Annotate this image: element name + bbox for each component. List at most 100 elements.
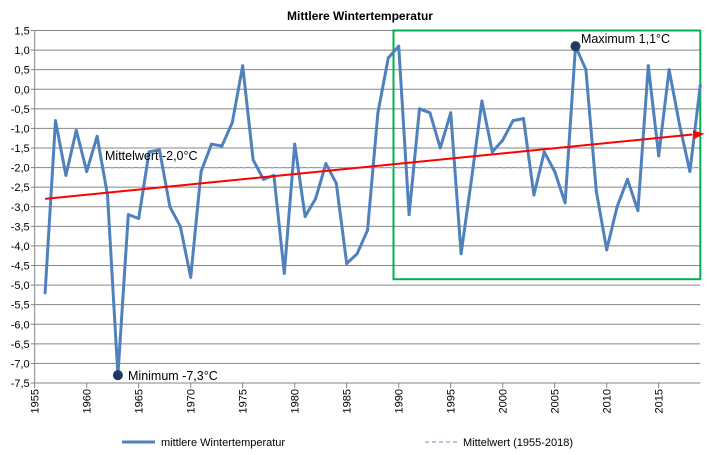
y-tick-label: -1,5 — [11, 143, 30, 155]
x-tick-label: 1985 — [342, 389, 354, 413]
data-point — [334, 181, 338, 185]
data-point — [438, 146, 442, 150]
y-tick-label: -3,0 — [11, 202, 30, 214]
trend-arrowhead — [692, 130, 705, 140]
annotations: Mittelwert -2,0°C Minimum -7,3°C Maximum… — [105, 32, 670, 383]
y-tick-label: -6,0 — [11, 319, 30, 331]
y-tick-label: -0,5 — [11, 104, 30, 116]
data-point — [698, 83, 702, 87]
data-point — [251, 158, 255, 162]
data-point — [95, 134, 99, 138]
x-tick-label: 1975 — [238, 389, 250, 413]
y-tick-label: -1,0 — [11, 123, 30, 135]
legend: mittlere Wintertemperatur Mittelwert (19… — [122, 437, 573, 449]
data-point — [303, 215, 307, 219]
gridlines — [34, 30, 701, 384]
y-tick-label: 0,0 — [14, 84, 29, 96]
trend-line-segment — [45, 133, 693, 200]
data-point — [210, 142, 213, 146]
y-tick-label: 1,0 — [14, 45, 29, 57]
data-point — [418, 107, 421, 111]
data-point — [314, 197, 317, 201]
data-point — [230, 121, 234, 125]
data-point — [376, 111, 380, 115]
data-point — [324, 162, 328, 166]
y-tick-label: 1,5 — [14, 26, 29, 38]
data-point — [563, 201, 567, 205]
data-point — [667, 68, 671, 72]
data-point — [199, 170, 203, 173]
data-point — [605, 248, 609, 252]
x-tick-label: 2000 — [498, 389, 510, 413]
x-tick-label: 2010 — [602, 389, 614, 413]
data-point — [449, 111, 453, 115]
annotation-minimum: Minimum -7,3°C — [128, 369, 218, 383]
data-point — [137, 217, 141, 220]
data-point — [553, 170, 557, 173]
data-point — [490, 150, 494, 154]
y-tick-label: -4,0 — [11, 241, 30, 253]
data-point — [147, 150, 151, 154]
data-point — [459, 252, 463, 256]
data-point — [158, 148, 161, 152]
data-point — [584, 68, 588, 72]
data-point — [657, 154, 661, 158]
x-tick-label: 1995 — [446, 389, 458, 413]
data-point — [397, 44, 401, 48]
maximum-marker — [570, 41, 581, 52]
x-tick-label: 1965 — [134, 389, 146, 413]
annotation-maximum: Maximum 1,1°C — [581, 32, 670, 46]
data-point — [54, 119, 57, 123]
x-tick-label: 1970 — [186, 389, 198, 413]
x-tick-label: 1960 — [82, 389, 94, 413]
data-point — [532, 193, 536, 197]
y-tick-label: -7,5 — [11, 378, 30, 390]
y-tick-label: -5,0 — [11, 280, 30, 292]
data-point — [43, 291, 47, 295]
highlight-box — [392, 29, 702, 281]
data-point — [688, 170, 692, 173]
chart-title: Mittlere Wintertemperatur — [287, 9, 433, 23]
data-point — [428, 111, 432, 115]
data-point — [74, 128, 78, 132]
y-tick-label: -2,0 — [11, 163, 30, 175]
data-point — [168, 205, 172, 209]
y-tick-label: -6,5 — [11, 339, 30, 351]
x-tick-label: 2015 — [654, 389, 666, 413]
y-tick-label: -3,5 — [11, 221, 30, 233]
data-point — [293, 142, 297, 146]
temperature-series — [43, 44, 702, 377]
data-point — [241, 64, 245, 68]
y-tick-label: -2,5 — [11, 182, 30, 194]
data-point — [386, 56, 390, 60]
data-point — [470, 177, 473, 181]
x-tick-label: 2005 — [550, 389, 562, 413]
y-tick-label: -7,0 — [11, 358, 30, 370]
x-tick-label: 1980 — [290, 389, 302, 413]
annotation-mean: Mittelwert -2,0°C — [105, 149, 198, 163]
data-point — [626, 177, 629, 181]
data-point — [542, 150, 546, 154]
data-point — [636, 209, 640, 213]
data-point — [366, 228, 369, 232]
data-point — [407, 213, 411, 217]
data-point — [106, 193, 109, 197]
data-point — [646, 64, 650, 68]
data-point — [511, 119, 515, 123]
data-point — [220, 144, 224, 148]
data-point — [355, 252, 359, 256]
y-axis: 1,5 1,0 0,5 0,0 -0,5 -1,0 -1,5 -2,0 -2,5 -3,0 -3,5… — [11, 26, 36, 390]
data-point — [678, 123, 681, 126]
data-point — [594, 189, 598, 193]
x-tick-label: 1955 — [30, 389, 42, 413]
trend-line — [45, 130, 705, 200]
y-tick-label: -4,5 — [11, 261, 30, 273]
data-point — [189, 275, 193, 279]
y-tick-label: 0,5 — [14, 65, 29, 77]
data-point — [64, 173, 68, 177]
data-point — [282, 271, 286, 275]
data-point — [501, 138, 505, 142]
series-line — [43, 44, 702, 377]
minimum-marker — [112, 370, 123, 381]
legend-label-mean: Mittelwert (1955-2018) — [463, 437, 573, 449]
